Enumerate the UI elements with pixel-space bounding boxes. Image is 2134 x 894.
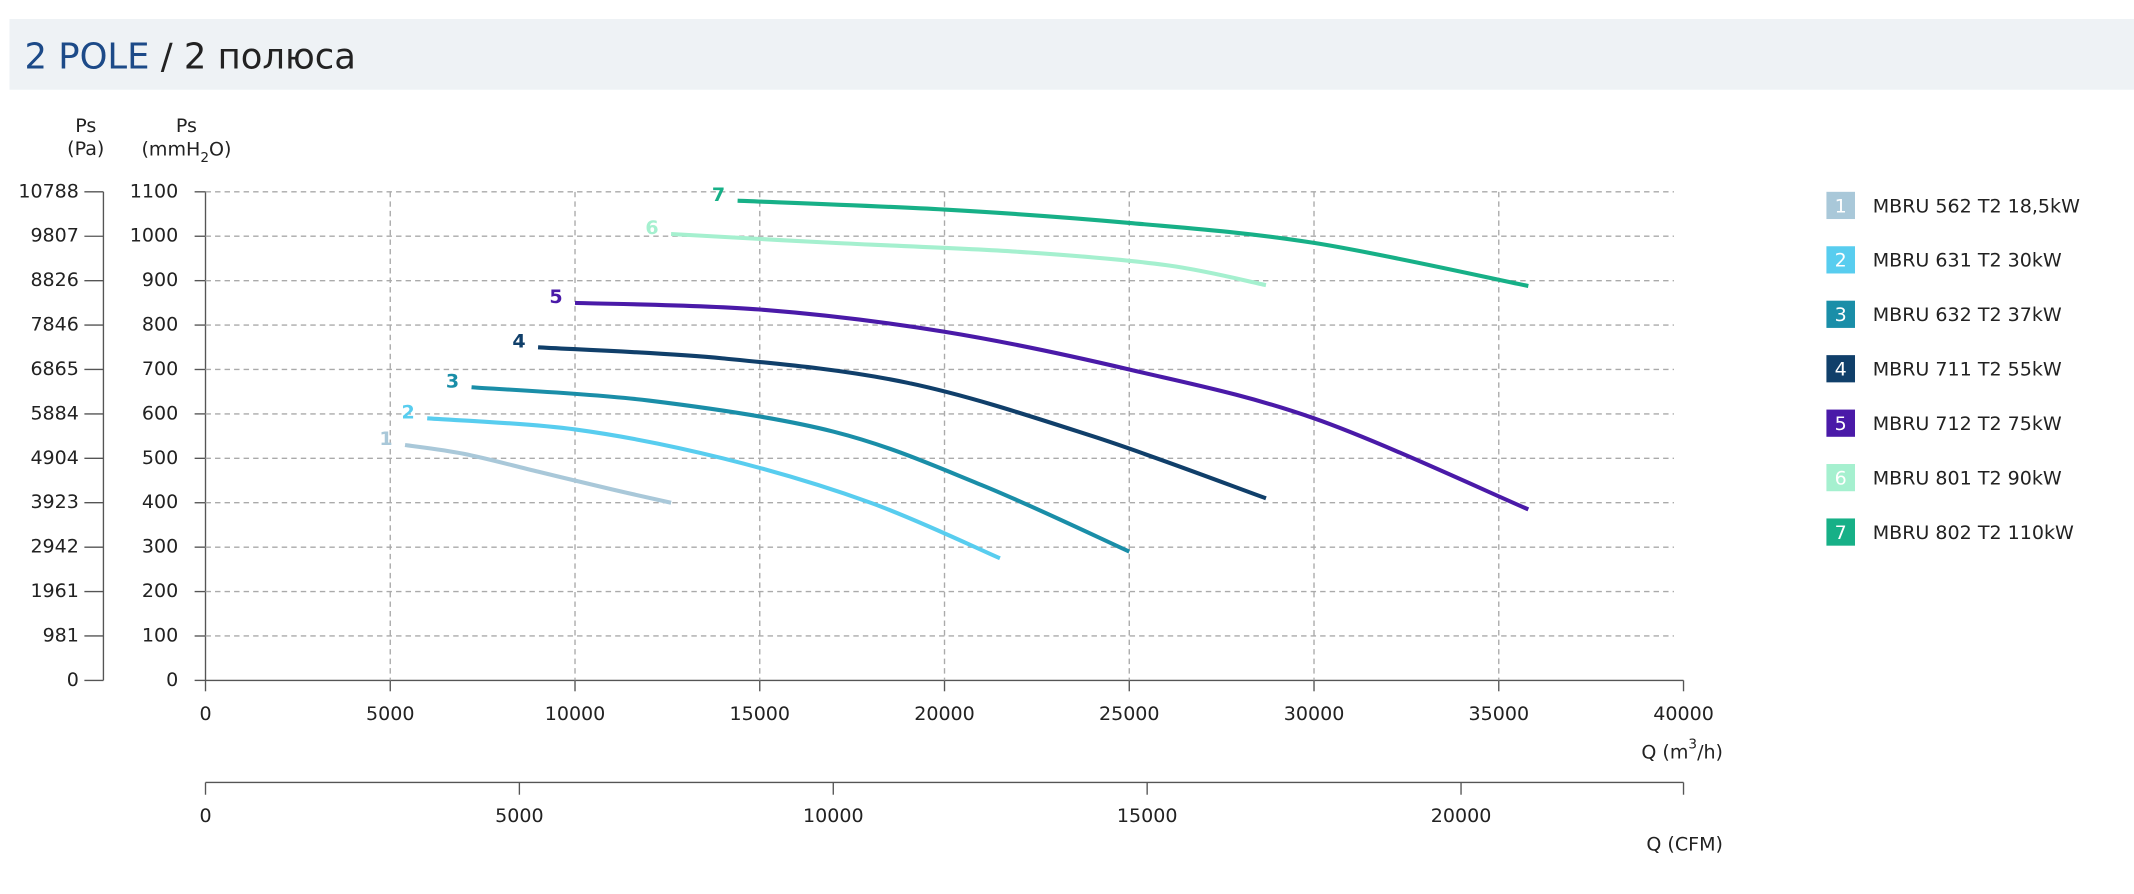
legend-number: 7 bbox=[1835, 522, 1847, 544]
y2-tick-label: 1961 bbox=[30, 580, 78, 602]
curve bbox=[574, 300, 1530, 512]
x2-tick-label: 15000 bbox=[1117, 805, 1178, 827]
y-axis-label: (mmH2O) bbox=[141, 138, 231, 166]
curve bbox=[471, 385, 1131, 554]
y-tick-label: 700 bbox=[142, 358, 178, 380]
label-part: (mmH bbox=[141, 138, 200, 160]
label-part: Q (m bbox=[1641, 741, 1688, 763]
legend-label: MBRU 632 T2 37kW bbox=[1873, 304, 2062, 326]
x2-axis-label: Q (CFM) bbox=[1646, 834, 1723, 856]
y2-tick-label: 981 bbox=[43, 624, 79, 646]
legend-swatch bbox=[1826, 300, 1856, 328]
title-part: / 2 полюса bbox=[149, 36, 355, 77]
legend-label: MBRU 711 T2 55kW bbox=[1873, 359, 2062, 381]
legend-number: 3 bbox=[1835, 304, 1847, 326]
y2-tick-label: 10788 bbox=[18, 180, 79, 202]
y2-tick-label: 7846 bbox=[30, 314, 78, 336]
y2-tick-label: 0 bbox=[67, 669, 79, 691]
x-tick-label: 40000 bbox=[1653, 703, 1714, 725]
x2-tick-label: 10000 bbox=[803, 805, 864, 827]
y2-tick-label: 4904 bbox=[30, 447, 78, 469]
y-tick-label: 900 bbox=[142, 269, 178, 291]
legend-number: 6 bbox=[1835, 467, 1847, 489]
legend-swatch bbox=[1826, 355, 1856, 383]
curve-number: 3 bbox=[446, 370, 459, 392]
y2-axis-label: Ps bbox=[75, 115, 96, 137]
curve-number: 5 bbox=[549, 286, 562, 308]
y2-tick-label: 8826 bbox=[30, 269, 78, 291]
legend-swatch bbox=[1826, 409, 1856, 437]
y2-tick-label: 2942 bbox=[30, 536, 78, 558]
y-tick-label: 1000 bbox=[130, 225, 178, 247]
y2-tick-label: 9807 bbox=[30, 225, 78, 247]
y-tick-label: 500 bbox=[142, 447, 178, 469]
x-axis-label: Q (m3/h) bbox=[1641, 736, 1723, 763]
legend-label: MBRU 712 T2 75kW bbox=[1873, 413, 2062, 435]
legend-swatch bbox=[1826, 246, 1856, 274]
x2-tick-label: 0 bbox=[199, 805, 211, 827]
y-tick-label: 200 bbox=[142, 580, 178, 602]
x-tick-label: 5000 bbox=[366, 703, 414, 725]
x2-tick-label: 5000 bbox=[495, 805, 543, 827]
curve bbox=[737, 198, 1529, 288]
y2-axis-label: (Pa) bbox=[67, 138, 104, 160]
legend-number: 2 bbox=[1835, 250, 1847, 272]
x-tick-label: 0 bbox=[199, 703, 211, 725]
y-tick-label: 1100 bbox=[130, 180, 178, 202]
legend-number: 1 bbox=[1835, 195, 1847, 217]
y-tick-label: 800 bbox=[142, 314, 178, 336]
x-tick-label: 25000 bbox=[1099, 703, 1160, 725]
x-tick-label: 10000 bbox=[545, 703, 606, 725]
curve-number: 7 bbox=[712, 184, 725, 206]
y-axis-label: Ps bbox=[176, 115, 197, 137]
curve bbox=[670, 231, 1267, 288]
y2-tick-label: 3923 bbox=[30, 491, 78, 513]
legend-label: MBRU 562 T2 18,5kW bbox=[1873, 195, 2080, 217]
y-tick-label: 100 bbox=[142, 624, 178, 646]
x-tick-label: 20000 bbox=[914, 703, 975, 725]
legend-swatch bbox=[1826, 518, 1856, 546]
x-tick-label: 35000 bbox=[1468, 703, 1529, 725]
y-tick-label: 0 bbox=[166, 669, 178, 691]
y2-tick-label: 5884 bbox=[30, 402, 78, 424]
legend-swatch bbox=[1826, 464, 1856, 492]
curve bbox=[404, 442, 672, 505]
label-part: 3 bbox=[1688, 736, 1697, 752]
y-tick-label: 400 bbox=[142, 491, 178, 513]
curve-number: 6 bbox=[645, 217, 658, 239]
legend-label: MBRU 802 T2 110kW bbox=[1873, 522, 2074, 544]
title-part: 2 POLE bbox=[24, 36, 149, 77]
legend-label: MBRU 801 T2 90kW bbox=[1873, 467, 2062, 489]
y-tick-label: 600 bbox=[142, 402, 178, 424]
chart-title: 2 POLE / 2 полюса bbox=[24, 36, 355, 77]
curve-number: 1 bbox=[379, 428, 392, 450]
legend-number: 4 bbox=[1835, 359, 1847, 381]
curve bbox=[537, 345, 1267, 501]
x2-tick-label: 20000 bbox=[1431, 805, 1492, 827]
label-part: O) bbox=[209, 138, 231, 160]
y2-tick-label: 6865 bbox=[30, 358, 78, 380]
y-tick-label: 300 bbox=[142, 536, 178, 558]
x-tick-label: 15000 bbox=[729, 703, 790, 725]
label-part: /h) bbox=[1697, 741, 1723, 763]
header-band bbox=[9, 18, 2134, 90]
legend-label: MBRU 631 T2 30kW bbox=[1873, 250, 2062, 272]
x-tick-label: 30000 bbox=[1284, 703, 1345, 725]
legend-swatch bbox=[1826, 191, 1856, 220]
legend-number: 5 bbox=[1835, 413, 1847, 435]
curve bbox=[427, 416, 1001, 561]
label-part: 2 bbox=[200, 150, 209, 166]
curve-number: 2 bbox=[402, 401, 415, 423]
curve-number: 4 bbox=[512, 330, 525, 352]
